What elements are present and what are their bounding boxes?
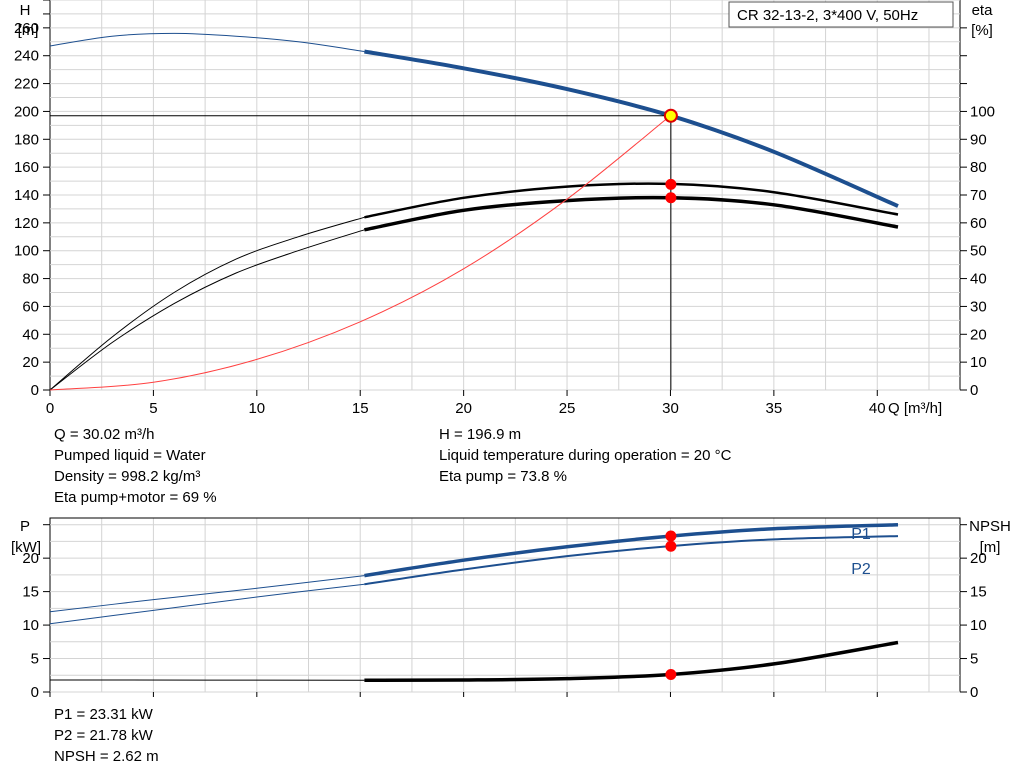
head-curve — [364, 49, 899, 208]
q-tick-label: 10 — [248, 400, 265, 417]
info-density: Density = 998.2 kg/m³ — [54, 468, 201, 485]
h-tick-label: 260 — [14, 20, 39, 37]
h-tick-label: 160 — [14, 159, 39, 176]
h-axis-unit: [m] — [18, 22, 39, 39]
head-curve-extended — [49, 32, 365, 52]
p-axis-label: P — [20, 518, 30, 535]
h-tick-label: 180 — [14, 131, 39, 148]
q-tick-label: 20 — [455, 400, 472, 417]
info-eta-pump: Eta pump = 73.8 % — [439, 468, 567, 485]
eta-tick-label: 70 — [970, 187, 987, 204]
info-p1: P1 = 23.31 kW — [54, 706, 153, 723]
h-tick-label: 140 — [14, 187, 39, 204]
p2-curve — [364, 535, 899, 586]
eta-total-curve-extended — [49, 229, 365, 391]
h-tick-label: 240 — [14, 48, 39, 65]
info-liquid: Pumped liquid = Water — [54, 447, 206, 464]
p-tick-label: 20 — [22, 550, 39, 567]
p1-curve-extended — [49, 575, 365, 613]
bottom-panel-frame — [49, 517, 961, 693]
info-temperature: Liquid temperature during operation = 20… — [439, 447, 732, 464]
eta-axis-label: eta — [972, 2, 994, 19]
npsh-axis-unit: [m] — [980, 539, 1001, 556]
h-tick-label: 40 — [22, 326, 39, 343]
eta-pump-curve — [364, 182, 899, 219]
npsh-curve — [364, 640, 899, 683]
eta-tick-label: 80 — [970, 159, 987, 176]
h-axis-label: H — [20, 2, 31, 19]
info-p2: P2 = 21.78 kW — [54, 727, 153, 744]
bottom-panel-grid — [49, 518, 930, 692]
h-tick-label: 200 — [14, 103, 39, 120]
system-curve — [49, 115, 671, 391]
info-top-left: Q = 30.02 m³/h Pumped liquid = Water Den… — [54, 424, 217, 508]
p-tick-label: 0 — [31, 684, 39, 701]
duty-point-p2 — [665, 540, 677, 552]
h-tick-label: 80 — [22, 271, 39, 288]
duty-point-npsh — [665, 668, 677, 680]
duty-point-p1 — [665, 530, 677, 542]
chart-title: CR 32-13-2, 3*400 V, 50Hz — [737, 7, 918, 24]
h-tick-label: 100 — [14, 243, 39, 260]
eta-total-curve — [364, 195, 899, 232]
h-tick-label: 0 — [31, 382, 39, 399]
eta-tick-label: 60 — [970, 215, 987, 232]
q-tick-label: 40 — [869, 400, 886, 417]
eta-tick-label: 40 — [970, 271, 987, 288]
q-axis-label: Q [m³/h] — [888, 400, 942, 417]
q-tick-label: 35 — [766, 400, 783, 417]
title-box — [728, 1, 954, 28]
q-tick-label: 25 — [559, 400, 576, 417]
info-bottom: P1 = 23.31 kW P2 = 21.78 kW NPSH = 2.62 … — [54, 704, 159, 767]
p-tick-label: 15 — [22, 584, 39, 601]
duty-point-eta-pump — [665, 178, 677, 190]
info-eta-total: Eta pump+motor = 69 % — [54, 489, 217, 506]
npsh-tick-label: 5 — [970, 651, 978, 668]
eta-tick-label: 20 — [970, 326, 987, 343]
eta-pump-curve-extended — [49, 216, 365, 391]
eta-tick-label: 10 — [970, 354, 987, 371]
q-tick-label: 30 — [662, 400, 679, 417]
p2-series-label: P2 — [851, 561, 871, 578]
q-tick-label: 5 — [149, 400, 157, 417]
h-tick-label: 60 — [22, 298, 39, 315]
h-tick-label: 20 — [22, 354, 39, 371]
eta-tick-label: 0 — [970, 382, 978, 399]
p1-series-label: P1 — [851, 526, 871, 543]
p2-curve-extended — [49, 583, 365, 625]
npsh-tick-label: 10 — [970, 617, 987, 634]
npsh-tick-label: 0 — [970, 684, 978, 701]
duty-point-eta-total — [665, 192, 677, 204]
p-tick-label: 5 — [31, 651, 39, 668]
q-tick-label: 15 — [352, 400, 369, 417]
h-tick-label: 220 — [14, 76, 39, 93]
info-top-right: H = 196.9 m Liquid temperature during op… — [439, 424, 731, 487]
eta-tick-label: 90 — [970, 131, 987, 148]
h-tick-label: 120 — [14, 215, 39, 232]
info-h: H = 196.9 m — [439, 426, 522, 443]
duty-point-head — [663, 108, 678, 123]
info-npsh: NPSH = 2.62 m — [54, 748, 159, 765]
eta-axis-unit: [%] — [971, 22, 993, 39]
p-axis-unit: [kW] — [11, 539, 41, 556]
eta-tick-label: 100 — [970, 103, 995, 120]
eta-tick-label: 30 — [970, 298, 987, 315]
npsh-axis-label: NPSH — [969, 518, 1011, 535]
info-q: Q = 30.02 m³/h — [54, 426, 155, 443]
npsh-tick-label: 15 — [970, 584, 987, 601]
q-tick-label: 0 — [46, 400, 54, 417]
p-tick-label: 10 — [22, 617, 39, 634]
npsh-tick-label: 20 — [970, 550, 987, 567]
eta-tick-label: 50 — [970, 243, 987, 260]
p1-curve — [364, 522, 899, 578]
